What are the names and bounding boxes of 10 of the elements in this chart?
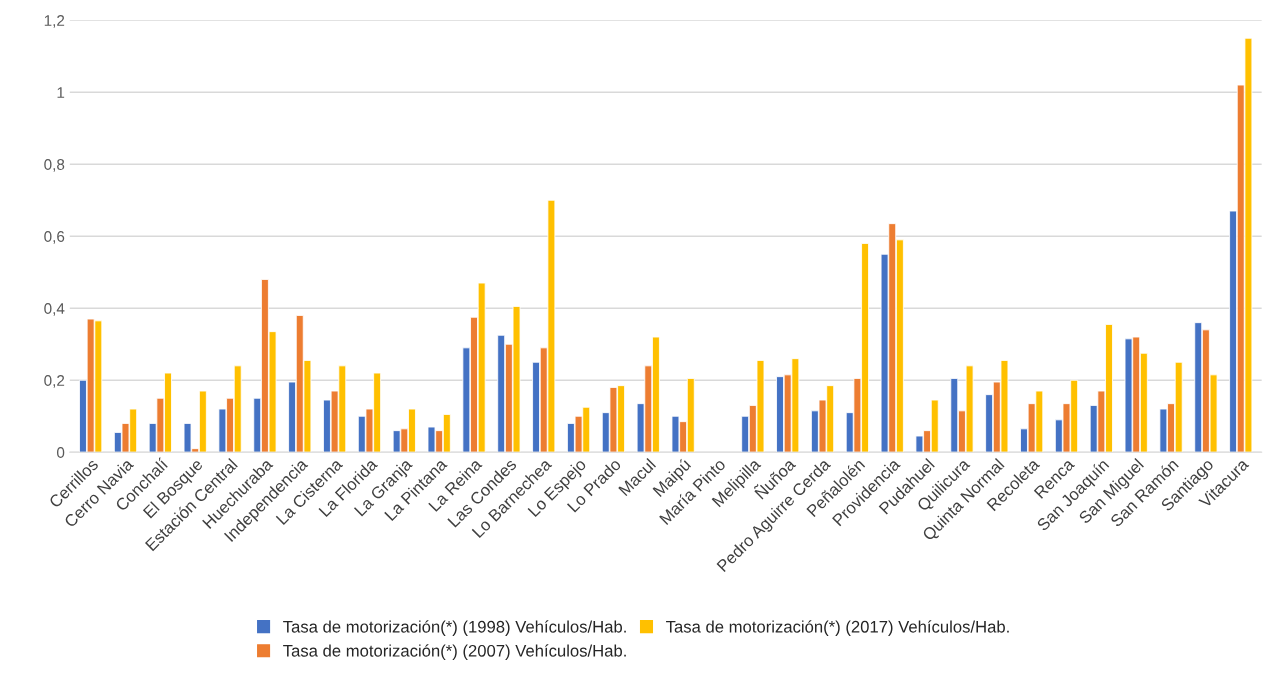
y-tick-label: 0,4 [44,303,65,316]
legend-label: Tasa de motorización(*) (2017) Vehículos/Hab. [666,620,1009,636]
y-tick-label: 0 [56,447,65,458]
legend-label: Tasa de motorización(*) (2007) Vehículos/Hab. [283,644,626,660]
y-tick-label: 1,2 [44,15,65,28]
legend-label: Tasa de motorización(*) (1998) Vehículos/Hab. [283,620,626,636]
y-tick-label: 1 [57,87,65,98]
y-tick-label: 0,8 [44,159,65,172]
y-tick-label: 0,2 [44,375,65,388]
y-tick-label: 0,6 [44,231,65,244]
